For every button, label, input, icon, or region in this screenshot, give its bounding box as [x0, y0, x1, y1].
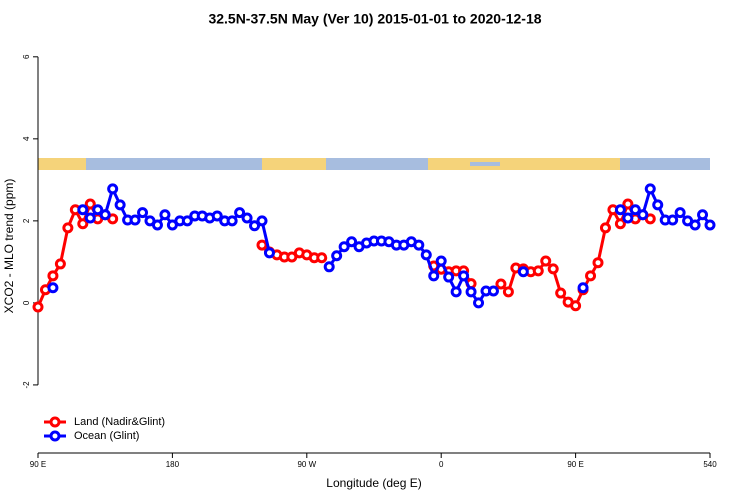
data-point [532, 265, 544, 277]
data-point [547, 263, 559, 275]
y-axis-label: XCO2 - MLO trend (ppm) [2, 179, 16, 314]
data-point [99, 209, 111, 221]
data-point [555, 287, 567, 299]
data-point [84, 212, 96, 224]
data-point [487, 285, 499, 297]
data-point [674, 207, 686, 219]
y-tick-label: 0 [22, 300, 31, 305]
data-point [241, 212, 253, 224]
data-point [614, 204, 626, 216]
data-point [622, 198, 634, 210]
data-point [331, 250, 343, 262]
data-point [92, 204, 104, 216]
data-point [32, 301, 44, 313]
data-point [502, 286, 514, 298]
data-point [599, 222, 611, 234]
data-point [704, 219, 716, 231]
data-point [256, 215, 268, 227]
y-tick-label: 2 [22, 218, 31, 223]
data-point [540, 255, 552, 267]
data-point [77, 204, 89, 216]
data-point [697, 209, 709, 221]
data-point [443, 271, 455, 283]
data-point [47, 282, 59, 294]
legend-marker [49, 430, 61, 442]
data-point [585, 270, 597, 282]
data-point [84, 198, 96, 210]
x-tick-label: 0 [439, 460, 444, 469]
data-point [667, 214, 679, 226]
legend-label: Ocean (Glint) [74, 430, 139, 442]
data-point [420, 249, 432, 261]
data-point [473, 297, 485, 309]
data-point [577, 282, 589, 294]
legend-label: Land (Nadir&Glint) [74, 416, 165, 428]
data-point [77, 218, 89, 230]
data-point [263, 247, 275, 259]
data-point [338, 241, 350, 253]
data-point [517, 266, 529, 278]
data-point [256, 239, 268, 251]
data-point [614, 218, 626, 230]
y-tick-label: 4 [22, 136, 31, 141]
legend-marker [49, 416, 61, 428]
data-point [458, 270, 470, 282]
data-point [428, 270, 440, 282]
data-point [62, 222, 74, 234]
data-point [689, 219, 701, 231]
data-point [450, 286, 462, 298]
data-point [234, 207, 246, 219]
data-point [114, 199, 126, 211]
data-point [151, 219, 163, 231]
data-point [159, 209, 171, 221]
data-point [644, 183, 656, 195]
data-point [129, 214, 141, 226]
land-ocean-strip [38, 158, 710, 170]
data-point [465, 286, 477, 298]
data-point [137, 207, 149, 219]
data-point [652, 199, 664, 211]
data-point [570, 300, 582, 312]
data-point [107, 183, 119, 195]
x-tick-label: 540 [703, 460, 717, 469]
data-point [435, 255, 447, 267]
data-point [211, 210, 223, 222]
x-tick-label: 90 E [567, 460, 583, 469]
chart-title: 32.5N-37.5N May (Ver 10) 2015-01-01 to 2… [208, 11, 541, 27]
data-point [54, 258, 66, 270]
data-point [629, 204, 641, 216]
data-point [226, 215, 238, 227]
data-point [47, 270, 59, 282]
data-point [413, 239, 425, 251]
data-point [637, 209, 649, 221]
y-tick-label: -2 [22, 381, 31, 389]
data-point [316, 252, 328, 264]
x-tick-label: 90 W [297, 460, 316, 469]
x-axis-label: Longitude (deg E) [326, 476, 421, 490]
data-point [323, 261, 335, 273]
x-tick-label: 90 E [30, 460, 46, 469]
x-tick-label: 180 [166, 460, 180, 469]
data-point [495, 278, 507, 290]
data-point [181, 215, 193, 227]
data-point [249, 220, 261, 232]
data-point [622, 212, 634, 224]
y-tick-label: 6 [22, 54, 31, 59]
data-point [592, 257, 604, 269]
data-point [346, 236, 358, 248]
